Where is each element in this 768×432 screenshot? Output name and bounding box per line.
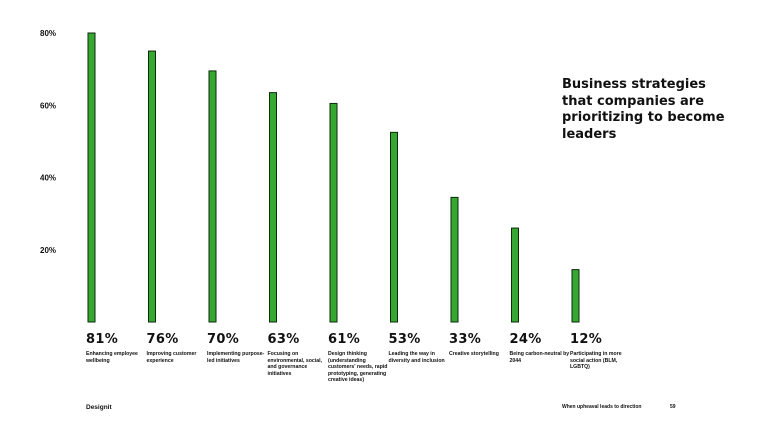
value-label: 12% xyxy=(570,332,603,347)
brand-logo-text: Designit xyxy=(86,404,112,411)
bar xyxy=(450,196,459,323)
category-label: Design thinking (understanding customers… xyxy=(328,351,388,384)
category-label: Implementing purpose-led initiatives xyxy=(207,351,265,364)
value-label: 61% xyxy=(328,332,361,347)
value-label: 81% xyxy=(86,332,119,347)
y-tick-label: 60% xyxy=(40,101,56,110)
value-label: 63% xyxy=(267,332,300,347)
bar xyxy=(390,131,398,323)
page-number: 59 xyxy=(670,404,676,410)
category-label: Being carbon-neutral by 2044 xyxy=(509,351,570,364)
value-label: 33% xyxy=(449,332,482,347)
y-axis-ticks: 20% 40% 60% 80% xyxy=(40,29,56,255)
bar xyxy=(148,50,156,323)
bar xyxy=(269,92,277,323)
value-label: 76% xyxy=(146,332,179,347)
value-label: 70% xyxy=(207,332,240,347)
category-label: Creative storytelling xyxy=(449,351,499,357)
bar xyxy=(329,102,338,323)
bars xyxy=(87,32,580,323)
category-label: Enhancing employee wellbeing xyxy=(86,351,138,364)
y-tick-label: 40% xyxy=(40,174,56,183)
category-label: Leading the way in diversity and inclusi… xyxy=(388,351,445,364)
bar xyxy=(87,32,96,323)
y-tick-label: 20% xyxy=(40,246,56,255)
value-label: 24% xyxy=(509,332,542,347)
category-label: Improving customer experience xyxy=(146,351,197,364)
chart-title: Business strategies that companies are p… xyxy=(562,77,725,142)
category-label: Focusing on environmental, social, and g… xyxy=(267,351,323,377)
bar xyxy=(208,70,217,323)
footer-note: When upheaval leads to direction xyxy=(562,404,642,410)
category-label: Participating in more social action (BLM… xyxy=(570,351,622,371)
bar xyxy=(571,269,580,323)
value-label: 53% xyxy=(388,332,421,347)
bar xyxy=(511,227,519,323)
y-tick-label: 80% xyxy=(40,29,56,38)
